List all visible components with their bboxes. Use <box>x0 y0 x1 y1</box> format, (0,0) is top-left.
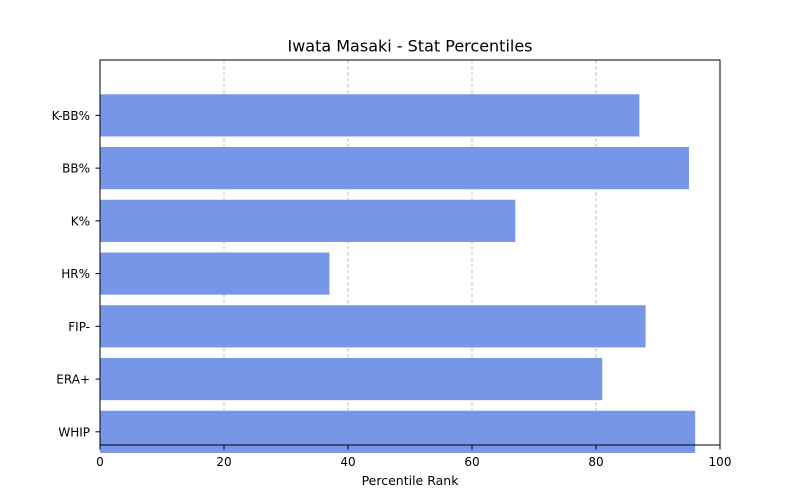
y-tick-label: BB% <box>62 162 90 176</box>
x-tick-label: 80 <box>588 455 603 469</box>
x-axis-ticks: 0 20 40 60 80 100 <box>96 445 731 469</box>
x-tick-label: 40 <box>340 455 355 469</box>
bar-fip <box>100 305 646 348</box>
y-axis-ticks: WHIP ERA+ FIP- HR% K% BB% K-BB% <box>52 109 100 439</box>
y-tick-label: ERA+ <box>56 373 90 387</box>
bar-k <box>100 199 516 242</box>
x-tick-label: 60 <box>464 455 479 469</box>
chart-title: Iwata Masaki - Stat Percentiles <box>287 37 532 56</box>
y-tick-label: HR% <box>61 267 90 281</box>
y-tick-label: K% <box>71 214 90 228</box>
plot-frame <box>99 59 721 446</box>
bar-bb <box>100 147 689 190</box>
x-tick-label: 20 <box>216 455 231 469</box>
x-tick-label: 0 <box>96 455 104 469</box>
y-tick-label: K-BB% <box>52 109 90 123</box>
bar-era <box>100 357 603 401</box>
bar-k-bb <box>100 94 640 137</box>
x-axis-label: Percentile Rank <box>362 473 460 488</box>
bar-whip <box>100 410 696 453</box>
y-tick-label: WHIP <box>58 425 90 439</box>
x-tick-label: 100 <box>709 455 732 469</box>
y-tick-label: FIP- <box>68 320 90 334</box>
bars <box>100 94 696 453</box>
bar-hr <box>100 252 330 295</box>
